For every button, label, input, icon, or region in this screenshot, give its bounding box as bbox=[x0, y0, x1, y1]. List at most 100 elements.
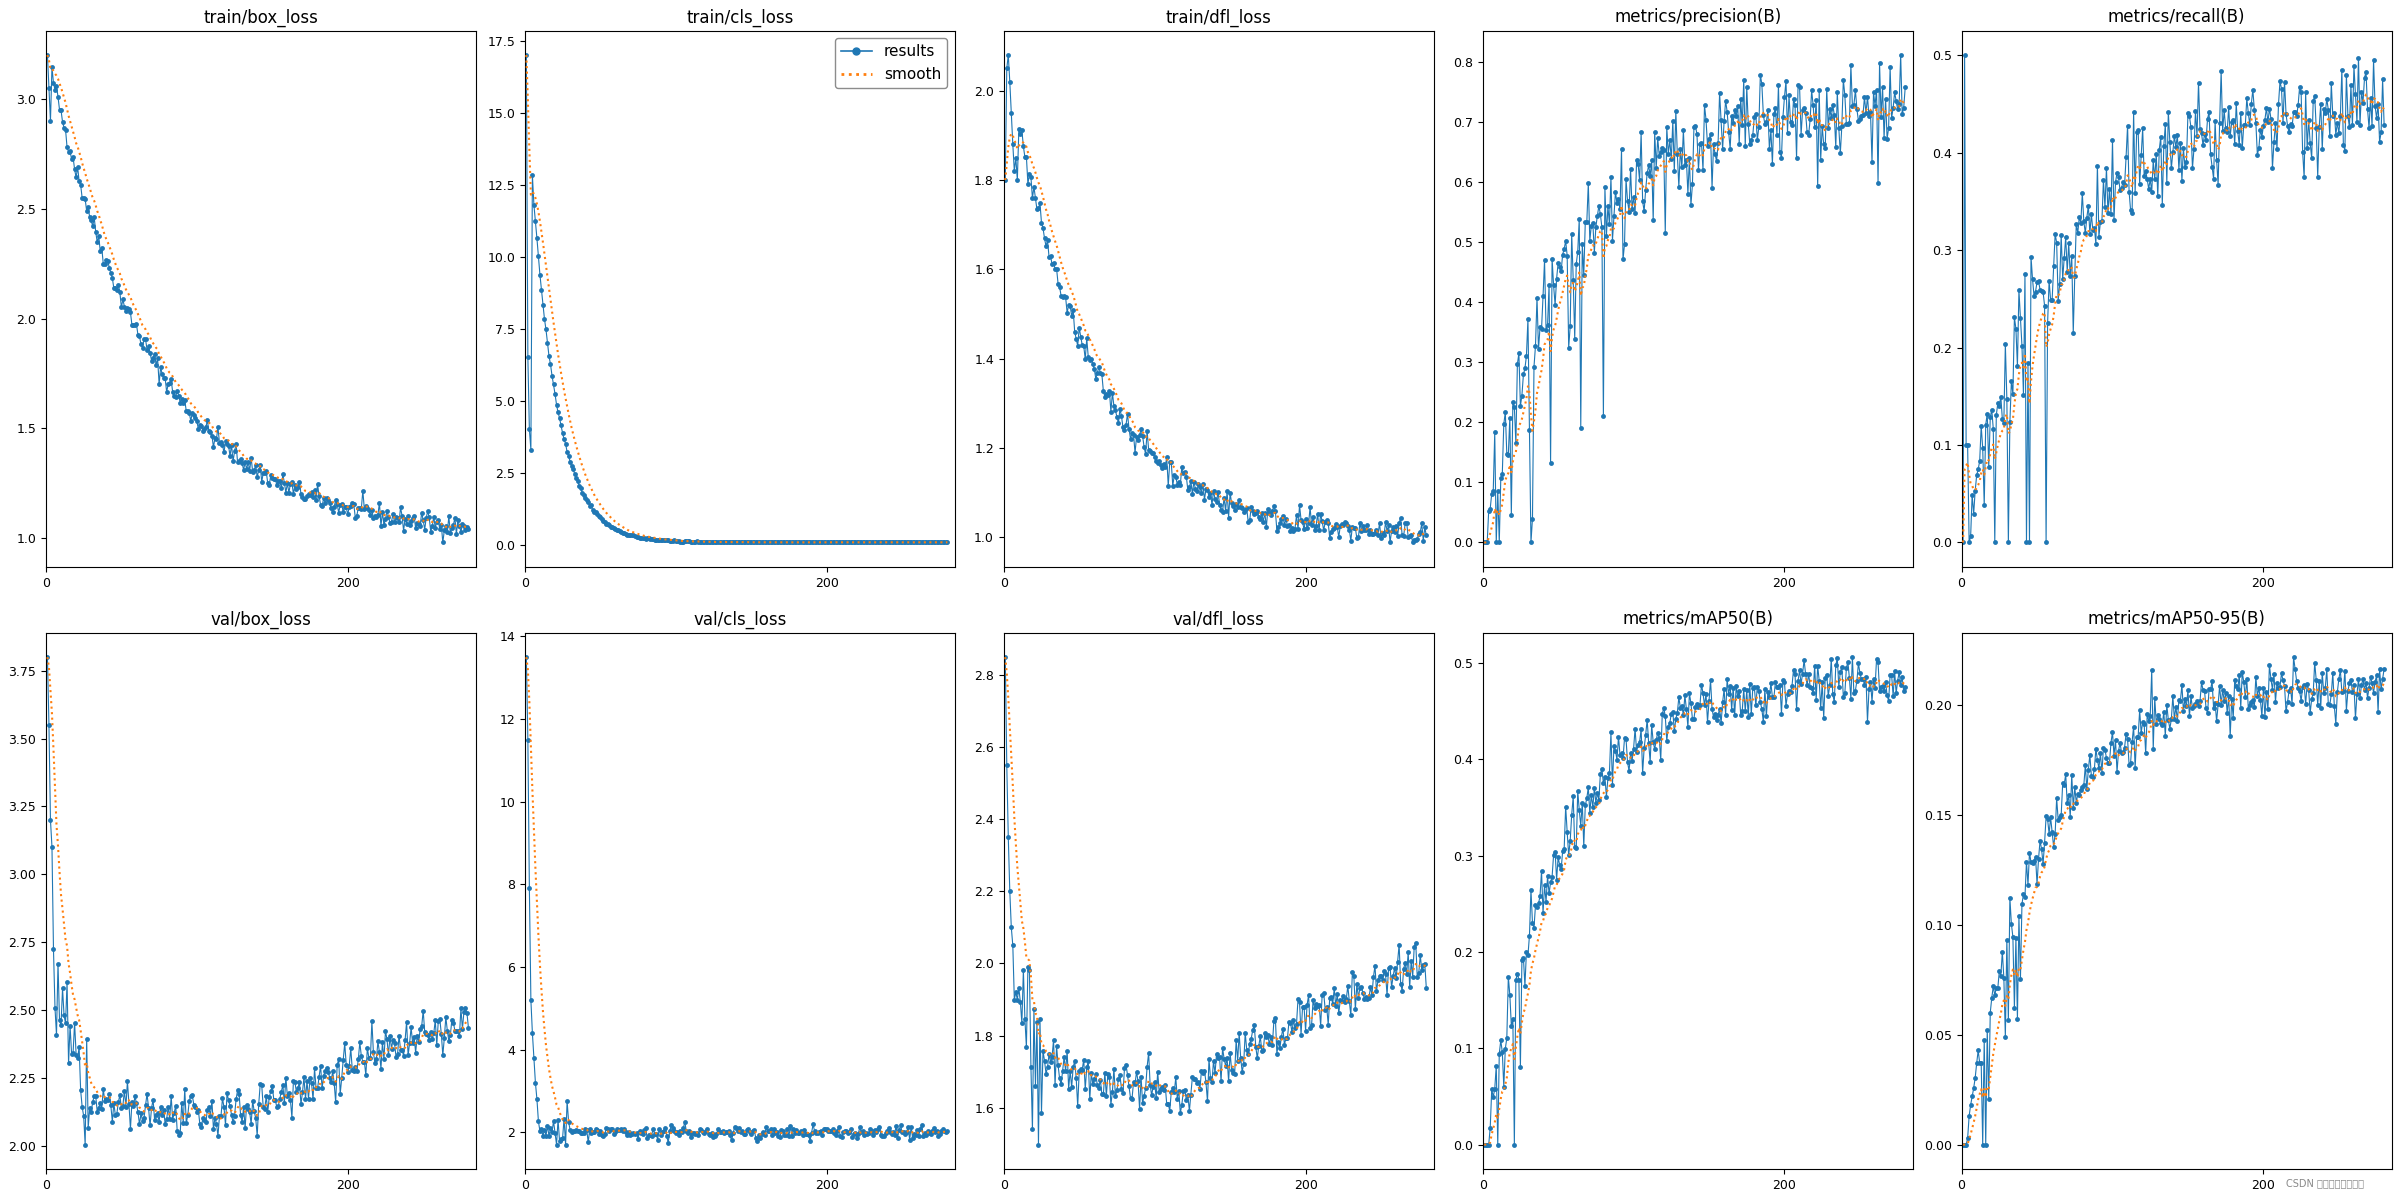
smooth bbox=[166, 1112, 194, 1127]
smooth bbox=[382, 1040, 410, 1055]
smooth bbox=[1411, 527, 1440, 541]
smooth bbox=[1469, 1138, 1498, 1152]
results bbox=[430, 535, 458, 550]
smooth bbox=[274, 474, 302, 488]
smooth bbox=[238, 1105, 266, 1120]
smooth bbox=[576, 481, 605, 496]
smooth bbox=[1730, 108, 1759, 122]
results bbox=[1949, 1138, 1978, 1152]
Title: val/dfl_loss: val/dfl_loss bbox=[1174, 611, 1265, 629]
results bbox=[991, 650, 1020, 665]
smooth bbox=[1817, 676, 1846, 690]
smooth bbox=[2189, 127, 2218, 142]
smooth bbox=[274, 1088, 302, 1103]
results bbox=[2014, 877, 2042, 892]
smooth bbox=[1231, 499, 1260, 514]
Line: smooth: smooth bbox=[1963, 683, 2383, 1145]
Title: metrics/mAP50-95(B): metrics/mAP50-95(B) bbox=[2088, 611, 2266, 629]
results bbox=[754, 1124, 782, 1139]
smooth bbox=[235, 454, 264, 468]
Line: smooth: smooth bbox=[1483, 98, 1906, 542]
smooth bbox=[1056, 1060, 1085, 1074]
smooth bbox=[1339, 988, 1368, 1002]
smooth bbox=[1534, 324, 1562, 338]
results bbox=[1342, 532, 1370, 546]
results bbox=[1058, 1080, 1087, 1094]
results bbox=[1709, 114, 1738, 128]
Line: smooth: smooth bbox=[526, 55, 948, 542]
results bbox=[1195, 490, 1224, 504]
Line: results: results bbox=[46, 655, 470, 1147]
results bbox=[864, 535, 893, 550]
smooth bbox=[1469, 535, 1498, 550]
results bbox=[1949, 535, 1978, 550]
smooth bbox=[1195, 482, 1224, 497]
Line: smooth: smooth bbox=[1963, 95, 2383, 542]
smooth bbox=[1891, 92, 1920, 107]
results bbox=[1817, 652, 1846, 666]
results bbox=[2297, 691, 2326, 706]
smooth bbox=[1058, 284, 1087, 299]
results bbox=[576, 498, 605, 512]
results bbox=[511, 650, 540, 665]
results bbox=[2369, 118, 2398, 132]
smooth bbox=[934, 1124, 962, 1139]
smooth bbox=[2150, 715, 2179, 730]
results bbox=[773, 535, 802, 550]
Line: smooth: smooth bbox=[48, 658, 468, 1120]
smooth bbox=[1673, 706, 1702, 720]
smooth bbox=[379, 510, 408, 524]
smooth bbox=[862, 1126, 890, 1140]
results bbox=[384, 1028, 413, 1043]
smooth bbox=[454, 520, 482, 534]
Line: smooth: smooth bbox=[48, 55, 468, 528]
Line: smooth: smooth bbox=[526, 658, 948, 1134]
Line: results: results bbox=[1003, 53, 1428, 545]
smooth bbox=[1891, 677, 1920, 691]
results bbox=[1058, 308, 1087, 323]
smooth bbox=[2014, 916, 2042, 930]
results bbox=[98, 271, 127, 286]
results bbox=[1339, 521, 1368, 535]
smooth bbox=[991, 650, 1020, 665]
smooth bbox=[1411, 961, 1440, 976]
smooth bbox=[1730, 692, 1759, 707]
smooth bbox=[511, 650, 540, 665]
results bbox=[235, 463, 264, 478]
smooth bbox=[2150, 154, 2179, 168]
smooth bbox=[1949, 1138, 1978, 1152]
Title: metrics/precision(B): metrics/precision(B) bbox=[1615, 8, 1781, 26]
smooth bbox=[293, 485, 322, 499]
smooth bbox=[2014, 372, 2042, 386]
smooth bbox=[934, 535, 962, 550]
results bbox=[754, 535, 782, 550]
results bbox=[511, 48, 540, 62]
Line: results: results bbox=[1961, 53, 2386, 545]
results bbox=[1231, 500, 1260, 515]
smooth bbox=[2299, 119, 2328, 133]
Line: results: results bbox=[1003, 655, 1428, 1147]
results bbox=[1253, 1030, 1282, 1044]
smooth bbox=[1886, 91, 1915, 106]
smooth bbox=[1231, 1049, 1260, 1063]
Title: val/box_loss: val/box_loss bbox=[211, 611, 312, 629]
results bbox=[1342, 977, 1370, 991]
smooth bbox=[34, 650, 62, 665]
smooth bbox=[384, 1039, 413, 1054]
results bbox=[2369, 661, 2398, 676]
smooth bbox=[1342, 988, 1370, 1002]
results bbox=[1673, 152, 1702, 167]
smooth bbox=[454, 1015, 482, 1030]
results bbox=[1891, 80, 1920, 95]
results bbox=[454, 522, 482, 536]
smooth bbox=[1838, 670, 1867, 684]
results bbox=[1673, 702, 1702, 716]
results bbox=[1399, 535, 1428, 550]
smooth bbox=[98, 247, 127, 262]
results bbox=[2297, 151, 2326, 166]
results bbox=[1339, 970, 1368, 984]
smooth bbox=[1404, 528, 1433, 542]
results bbox=[384, 511, 413, 526]
results bbox=[1411, 528, 1440, 542]
smooth bbox=[1817, 115, 1846, 130]
